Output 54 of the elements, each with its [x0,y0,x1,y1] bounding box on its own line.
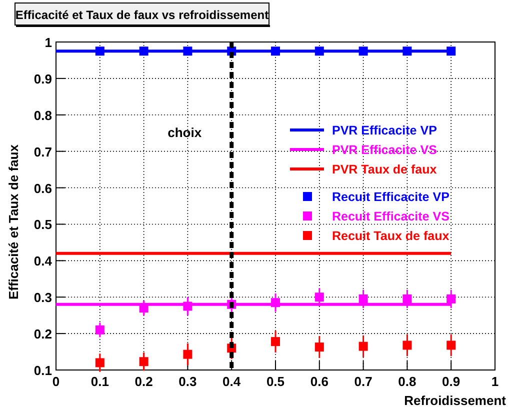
y-tick-label: 0.6 [34,180,52,196]
point [271,46,280,56]
x-tick-label: 0.2 [134,374,153,389]
y-tick-label: 0.1 [34,363,52,378]
point [271,337,280,346]
point [95,46,104,56]
point [446,340,456,350]
legend-label: Recuit Efficacite VP [332,190,450,204]
point [402,340,412,350]
legend-label: PVR Efficacite VS [332,143,437,157]
y-tick-label: 0.7 [34,144,52,160]
legend-label: Recuit Taux de faux [332,229,450,243]
y-tick-label: 0.4 [34,254,53,269]
legend-label: Recuit Efficacite VS [332,210,450,224]
point [314,342,324,352]
point [446,294,456,304]
legend-label: PVR Taux de faux [332,162,437,176]
point [314,292,324,302]
x-tick-label: 0.7 [354,374,372,389]
x-tick-label: 0.3 [178,374,197,389]
point [183,302,192,311]
y-tick-label: 0.2 [34,326,52,342]
x-tick-label: 0.8 [398,374,416,389]
point [314,46,324,56]
point [402,294,412,304]
y-axis-title: Efficacité et Taux de faux [6,144,21,300]
point [139,357,148,366]
ref-line-label: choix [168,124,202,140]
y-tick-label: 0.5 [34,217,52,232]
point [271,298,280,308]
y-tick-label: 0.9 [34,71,52,86]
y-tick-label: 1 [44,35,52,50]
y-tick-label: 0.3 [34,290,52,306]
point [183,350,192,359]
point [358,46,368,56]
point [95,358,104,368]
x-tick-label: 0.1 [90,374,109,389]
y-tick-label: 0.8 [34,108,52,123]
x-tick-label: 0.4 [222,374,242,389]
x-tick-label: 0.6 [310,374,328,389]
legend-label: PVR Efficacite VP [332,124,437,138]
x-tick-label: 1 [491,374,499,389]
chart-title: Efficacité et Taux de faux vs refroidissement [15,8,269,22]
x-tick-label: 0 [52,374,60,389]
point [358,294,368,304]
point [446,46,456,56]
point [358,342,368,351]
point [139,46,148,56]
point [402,46,412,56]
point [95,325,104,334]
point [183,46,192,56]
x-tick-label: 0.5 [266,374,285,389]
x-axis-title: Refroidissement [404,393,507,407]
x-tick-label: 0.9 [442,374,460,389]
